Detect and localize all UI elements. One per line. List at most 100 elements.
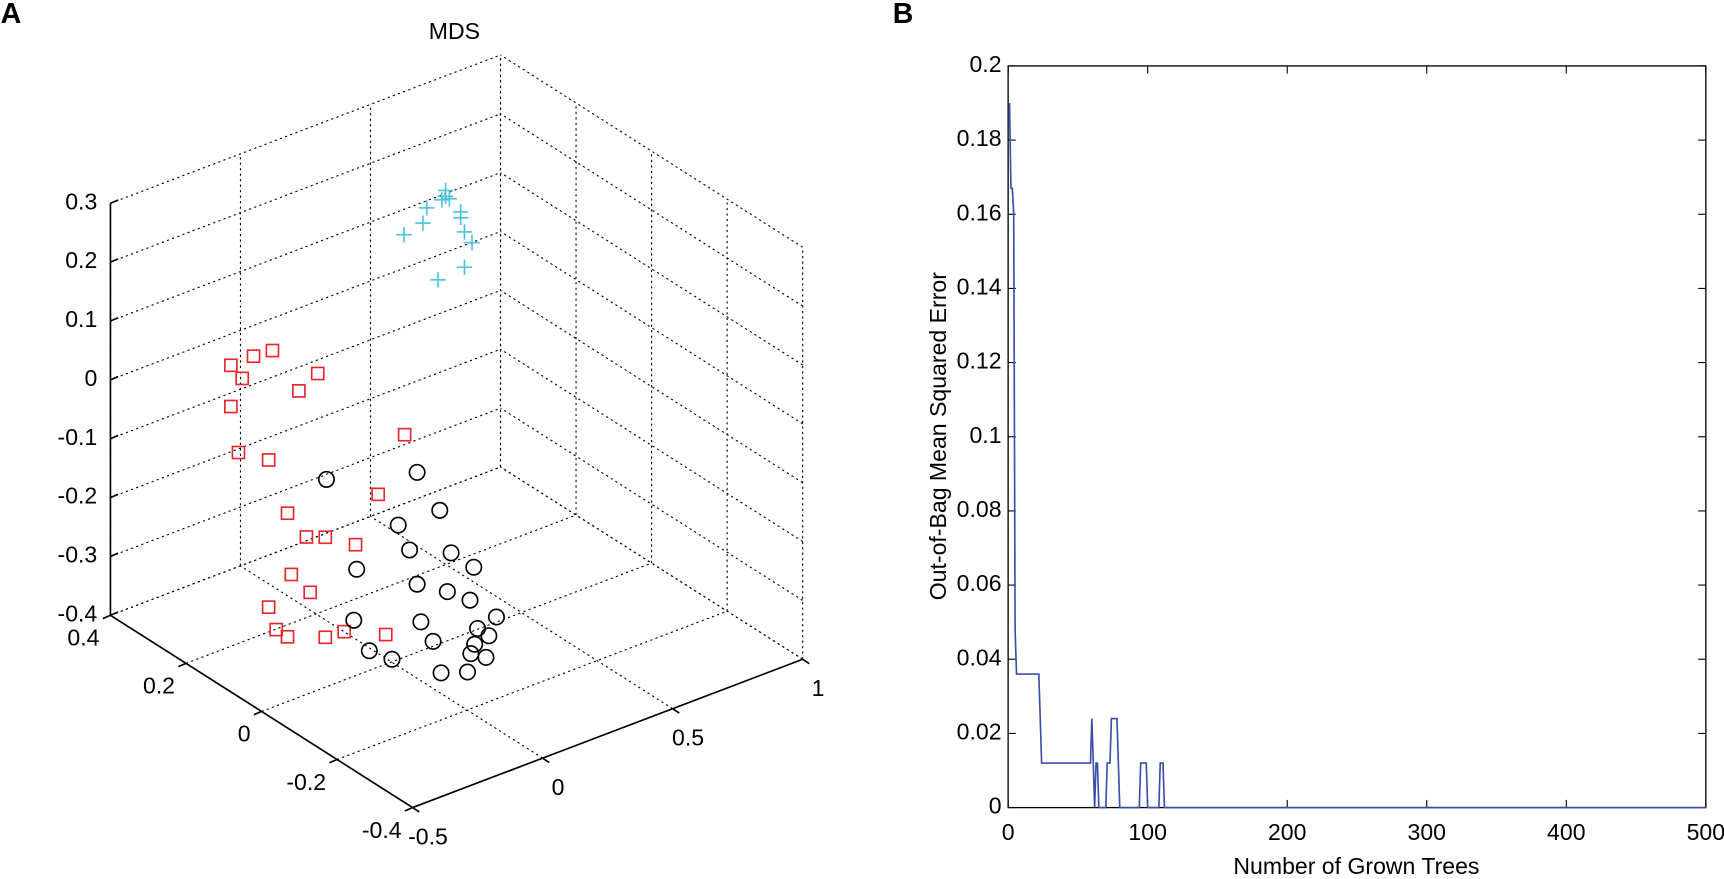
point <box>408 463 426 481</box>
point <box>348 560 366 578</box>
grid-line <box>240 565 543 759</box>
grid-line <box>110 113 501 263</box>
point <box>303 585 318 600</box>
point <box>424 632 442 650</box>
grid-line <box>110 231 501 381</box>
point <box>453 210 469 226</box>
y-tick-label: 0.18 <box>957 125 1002 151</box>
point <box>345 611 363 629</box>
x-tick-label: 500 <box>1687 819 1724 845</box>
z-tick-label: 0 <box>84 365 97 391</box>
point <box>442 544 460 562</box>
y-tick-label: 0.2 <box>969 51 1001 77</box>
grid-line <box>110 289 501 440</box>
point <box>261 453 276 467</box>
point <box>464 234 480 251</box>
z-tick <box>110 375 119 381</box>
point <box>432 664 450 682</box>
grid-line <box>110 172 501 322</box>
point <box>280 506 295 521</box>
grid-line <box>500 289 803 484</box>
y-tick-label: -0.4 <box>362 817 402 843</box>
z-tick-label: -0.1 <box>58 424 98 450</box>
x-axis-label: Number of Grown Trees <box>1233 853 1479 879</box>
point <box>292 384 306 398</box>
x-tick-label: 400 <box>1547 819 1585 845</box>
z-tick-label: 0.1 <box>65 306 97 332</box>
y-tick <box>177 662 187 668</box>
point <box>456 224 473 240</box>
z-tick <box>110 316 119 322</box>
point <box>378 627 393 642</box>
z-tick <box>110 199 119 205</box>
point <box>412 613 430 631</box>
point <box>235 371 250 386</box>
y-tick-label: -0.2 <box>286 769 326 795</box>
x-tick <box>542 757 550 764</box>
z-tick-label: -0.2 <box>58 483 98 509</box>
point <box>231 445 246 460</box>
z-tick-label: 0.3 <box>65 188 97 214</box>
point <box>419 200 435 216</box>
y-tick <box>102 614 111 620</box>
grid-line <box>110 348 501 499</box>
grid-line <box>500 113 803 307</box>
x-tick-label: 200 <box>1268 819 1306 845</box>
point <box>456 259 473 275</box>
x-tick-label: 0 <box>1002 819 1015 845</box>
point <box>299 530 314 544</box>
z-tick-label: -0.3 <box>58 542 98 568</box>
x-tick <box>672 708 680 714</box>
grid-line <box>185 514 577 664</box>
point <box>310 366 325 381</box>
point <box>280 629 295 644</box>
y-tick-label: 0.12 <box>957 348 1002 374</box>
point <box>371 487 386 502</box>
y-tick-label: 0 <box>238 721 251 747</box>
plot-frame <box>1007 65 1707 809</box>
grid-line <box>110 407 501 557</box>
x-tick-label: 1 <box>812 675 825 701</box>
y-tick-label: 0.1 <box>969 422 1001 448</box>
point <box>415 215 431 231</box>
point <box>431 501 449 519</box>
y-tick-label: 0.16 <box>957 199 1002 225</box>
grid-line <box>500 231 803 425</box>
panel-label: A <box>1 0 22 30</box>
y-tick-label: 0.2 <box>143 673 175 699</box>
y-tick-label: 0 <box>989 793 1002 819</box>
point <box>459 663 477 681</box>
z-tick <box>110 258 119 263</box>
point <box>480 627 498 645</box>
grid-line <box>336 610 728 761</box>
y-tick <box>329 758 338 764</box>
y-tick-label: 0.14 <box>957 274 1002 300</box>
point <box>397 427 412 442</box>
point <box>337 624 352 639</box>
grid-line <box>500 172 803 366</box>
point <box>284 567 299 582</box>
y-tick <box>253 710 262 716</box>
point <box>462 645 480 663</box>
y-tick-label: 0.04 <box>957 644 1002 670</box>
z-tick <box>110 611 119 617</box>
y-tick-label: 0.4 <box>67 625 99 651</box>
y-tick-label: 0.02 <box>957 719 1002 745</box>
grid-line <box>500 407 803 601</box>
x-tick-label: 300 <box>1408 819 1446 845</box>
z-tick-label: -0.4 <box>58 600 98 626</box>
point <box>465 558 483 576</box>
chart-title: MDS <box>429 18 480 44</box>
y-axis-label: Out-of-Bag Mean Squared Error <box>925 272 951 600</box>
z-tick <box>110 493 119 499</box>
point <box>360 642 378 660</box>
panel-label: B <box>893 0 914 30</box>
point <box>430 272 446 288</box>
grid-line <box>110 466 501 616</box>
point <box>461 591 479 609</box>
x-tick-label: 0.5 <box>672 725 704 751</box>
point <box>348 537 363 552</box>
grid-line <box>110 54 501 204</box>
